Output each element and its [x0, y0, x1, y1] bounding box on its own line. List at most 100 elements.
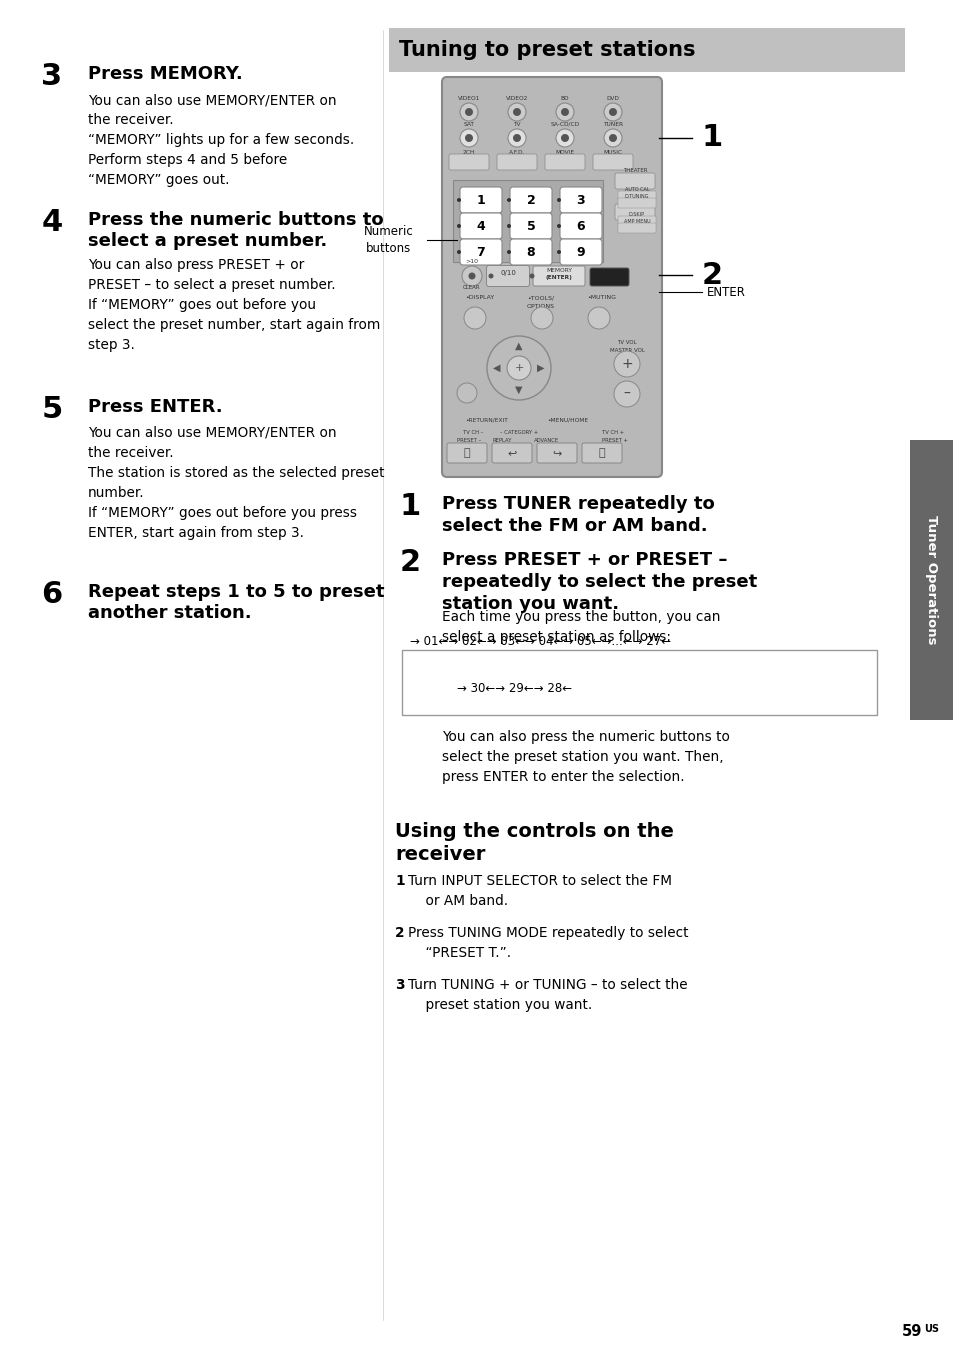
Circle shape [556, 128, 574, 147]
Text: Press TUNER repeatedly to
select the FM or AM band.: Press TUNER repeatedly to select the FM … [441, 495, 714, 535]
FancyBboxPatch shape [559, 239, 601, 265]
FancyBboxPatch shape [618, 223, 656, 233]
Text: Turn INPUT SELECTOR to select the FM
    or AM band.: Turn INPUT SELECTOR to select the FM or … [408, 873, 671, 909]
Text: 1: 1 [476, 193, 485, 207]
Circle shape [614, 352, 639, 377]
Text: Press TUNING MODE repeatedly to select
    “PRESET T.”.: Press TUNING MODE repeatedly to select “… [408, 926, 688, 960]
FancyBboxPatch shape [544, 154, 584, 170]
Circle shape [456, 383, 476, 403]
Circle shape [587, 307, 609, 329]
Text: PRESET –: PRESET – [456, 438, 480, 443]
Text: PRESET +: PRESET + [601, 438, 627, 443]
Bar [453, 180, 602, 262]
Circle shape [614, 381, 639, 407]
Circle shape [486, 337, 551, 400]
Bar [401, 650, 876, 715]
Text: 3: 3 [576, 193, 585, 207]
Circle shape [459, 103, 477, 120]
Text: TV VOL: TV VOL [617, 339, 637, 345]
FancyBboxPatch shape [492, 443, 532, 462]
Text: MASTER VOL: MASTER VOL [609, 347, 644, 353]
Text: MEMORY: MEMORY [545, 269, 572, 273]
Circle shape [603, 103, 621, 120]
Text: •MENU/HOME: •MENU/HOME [546, 418, 587, 423]
Text: OPTIONS: OPTIONS [526, 304, 555, 310]
Circle shape [456, 224, 460, 228]
Text: Repeat steps 1 to 5 to preset
another station.: Repeat steps 1 to 5 to preset another st… [88, 583, 384, 622]
Text: 2: 2 [395, 926, 404, 940]
Circle shape [560, 134, 568, 142]
FancyBboxPatch shape [510, 187, 552, 214]
FancyBboxPatch shape [537, 443, 577, 462]
FancyBboxPatch shape [593, 154, 633, 170]
Text: •TOOLS/: •TOOLS/ [526, 295, 554, 300]
Text: AMP MENU: AMP MENU [623, 219, 650, 224]
FancyBboxPatch shape [459, 187, 501, 214]
Text: VIDEO2: VIDEO2 [505, 96, 528, 101]
Text: 5: 5 [41, 395, 63, 425]
Circle shape [459, 128, 477, 147]
Text: VIDEO1: VIDEO1 [457, 96, 479, 101]
Circle shape [464, 108, 473, 116]
Text: >10: >10 [465, 260, 478, 264]
FancyBboxPatch shape [441, 77, 661, 477]
Circle shape [506, 197, 511, 201]
Text: CLEAR: CLEAR [463, 285, 480, 289]
Text: A.F.D.: A.F.D. [508, 150, 525, 155]
Circle shape [513, 134, 520, 142]
Text: THEATER: THEATER [622, 168, 646, 173]
Text: TV: TV [513, 122, 520, 127]
Circle shape [506, 356, 531, 380]
Text: REPLAY: REPLAY [492, 438, 511, 443]
Circle shape [556, 103, 574, 120]
Text: Press MEMORY.: Press MEMORY. [88, 65, 242, 82]
Circle shape [488, 273, 493, 279]
Text: MOVIE: MOVIE [555, 150, 574, 155]
Text: +: + [620, 357, 632, 370]
Circle shape [463, 307, 485, 329]
Circle shape [513, 108, 520, 116]
Circle shape [608, 108, 617, 116]
Text: 1: 1 [399, 492, 420, 521]
Circle shape [506, 250, 511, 254]
Text: 6: 6 [41, 580, 63, 608]
Text: Using the controls on the
receiver: Using the controls on the receiver [395, 822, 673, 864]
Circle shape [507, 103, 525, 120]
Text: You can also press PRESET + or
PRESET – to select a preset number.
If “MEMORY” g: You can also press PRESET + or PRESET – … [88, 258, 380, 353]
Text: 7: 7 [476, 246, 485, 258]
Text: 4: 4 [41, 208, 63, 237]
Text: 6: 6 [576, 219, 585, 233]
Text: ◀: ◀ [493, 362, 500, 373]
Bar [389, 28, 904, 72]
FancyBboxPatch shape [449, 154, 489, 170]
Text: ▼: ▼ [515, 385, 522, 395]
Text: You can also press the numeric buttons to
select the preset station you want. Th: You can also press the numeric buttons t… [441, 730, 729, 784]
Text: –: – [623, 387, 630, 402]
FancyBboxPatch shape [618, 191, 656, 201]
Text: 2CH: 2CH [462, 150, 475, 155]
Text: 2: 2 [399, 548, 420, 577]
Text: •DISPLAY: •DISPLAY [464, 295, 494, 300]
Text: You can also use MEMORY/ENTER on
the receiver.
The station is stored as the sele: You can also use MEMORY/ENTER on the rec… [88, 426, 384, 541]
Text: SA-CD/CD: SA-CD/CD [550, 122, 579, 127]
Text: ↩: ↩ [507, 448, 517, 458]
Text: 2: 2 [700, 261, 721, 289]
Text: Press PRESET + or PRESET –
repeatedly to select the preset
station you want.: Press PRESET + or PRESET – repeatedly to… [441, 552, 757, 614]
Circle shape [529, 273, 534, 279]
Text: SAT: SAT [463, 122, 474, 127]
Text: 1: 1 [395, 873, 404, 888]
Text: 1: 1 [700, 123, 721, 153]
Circle shape [456, 197, 460, 201]
Text: Each time you press the button, you can
select a preset station as follows:: Each time you press the button, you can … [441, 610, 720, 644]
FancyBboxPatch shape [447, 443, 486, 462]
Text: AUTO CAL: AUTO CAL [624, 187, 649, 192]
Text: US: US [923, 1324, 938, 1334]
Circle shape [468, 273, 475, 280]
FancyBboxPatch shape [615, 173, 655, 189]
Text: •MUTING: •MUTING [586, 295, 616, 300]
FancyBboxPatch shape [618, 216, 656, 226]
Text: TV CH +: TV CH + [601, 430, 623, 435]
Circle shape [608, 134, 617, 142]
Circle shape [461, 266, 481, 287]
FancyBboxPatch shape [510, 214, 552, 239]
